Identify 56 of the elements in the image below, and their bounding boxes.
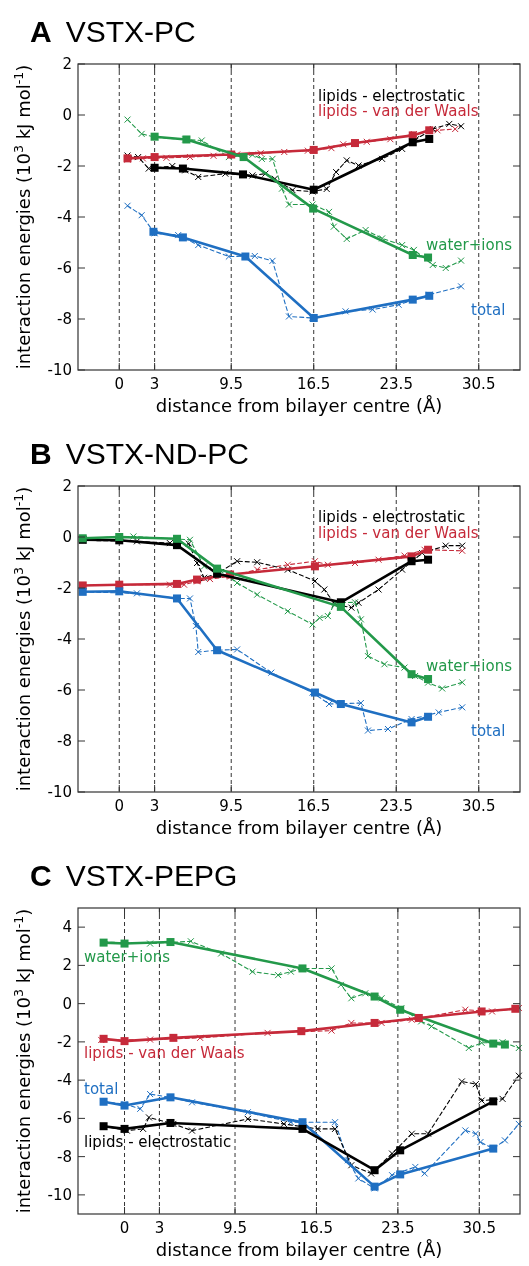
series-label: water+ions bbox=[426, 235, 513, 254]
y-tick-label: 2 bbox=[62, 55, 72, 73]
y-tick-label: -10 bbox=[47, 361, 72, 379]
y-tick-label: -4 bbox=[57, 1071, 72, 1090]
x-tick-label: 30.5 bbox=[462, 797, 496, 815]
x-tick-label: 0 bbox=[119, 1219, 130, 1237]
x-tick-label: 9.5 bbox=[219, 797, 244, 815]
series-label: lipids - van der Waals bbox=[84, 1043, 245, 1062]
y-tick-label: -10 bbox=[47, 1185, 72, 1204]
x-tick-label: 30.5 bbox=[462, 375, 496, 393]
y-tick-label: 2 bbox=[62, 477, 72, 495]
y-tick-label: -6 bbox=[57, 1109, 72, 1128]
x-tick-label: 9.5 bbox=[219, 375, 244, 393]
y-tick-label: -8 bbox=[57, 310, 72, 328]
x-axis-title: distance from bilayer centre (Å) bbox=[155, 1239, 443, 1260]
y-tick-label: 0 bbox=[62, 528, 72, 546]
x-tick-label: 0 bbox=[114, 375, 125, 393]
x-tick-label: 23.5 bbox=[379, 375, 413, 393]
text: total bbox=[471, 721, 506, 740]
x-tick-label: 16.5 bbox=[297, 797, 331, 815]
y-tick-label: -2 bbox=[57, 1032, 72, 1051]
x-tick-label: 16.5 bbox=[299, 1219, 334, 1237]
x-axis-title: distance from bilayer centre (Å) bbox=[155, 395, 443, 416]
y-tick-label: -8 bbox=[57, 732, 72, 750]
y-tick-label: -8 bbox=[57, 1147, 72, 1166]
y-tick-label: -4 bbox=[57, 208, 72, 226]
x-tick-label: 23.5 bbox=[379, 797, 413, 815]
series-label: total bbox=[84, 1079, 119, 1098]
y-tick-label: -2 bbox=[57, 157, 72, 175]
x-tick-label: 3 bbox=[154, 1219, 165, 1237]
chart-title: C VSTX-PEPG bbox=[30, 859, 238, 892]
x-tick-label: 3 bbox=[149, 375, 160, 393]
y-tick-label: -6 bbox=[57, 259, 72, 277]
y-tick-label: 0 bbox=[62, 994, 72, 1013]
x-tick-label: 3 bbox=[149, 797, 160, 815]
x-tick-label: 23.5 bbox=[381, 1219, 415, 1237]
series-label: water+ions bbox=[426, 657, 513, 676]
x-tick-label: 16.5 bbox=[297, 375, 331, 393]
y-tick-label: 2 bbox=[62, 956, 72, 975]
y-tick-label: -6 bbox=[57, 681, 72, 699]
text: lipids - electrostatic bbox=[318, 507, 466, 526]
x-tick-label: 9.5 bbox=[223, 1219, 247, 1237]
y-tick-label: -10 bbox=[47, 783, 72, 801]
text: lipids - electrostatic bbox=[318, 86, 466, 105]
chart-title: A VSTX-PC bbox=[30, 15, 196, 48]
series-label: lipids - electrostatic bbox=[84, 1133, 232, 1152]
chart-title: B VSTX-ND-PC bbox=[30, 437, 250, 470]
y-tick-label: -2 bbox=[57, 579, 72, 597]
y-tick-label: 4 bbox=[62, 918, 72, 937]
x-tick-label: 0 bbox=[114, 797, 125, 815]
series-label: water+ions bbox=[84, 947, 171, 966]
y-tick-label: 0 bbox=[62, 106, 72, 124]
y-tick-label: -4 bbox=[57, 630, 72, 648]
text: total bbox=[471, 300, 506, 319]
x-tick-label: 30.5 bbox=[462, 1219, 496, 1237]
x-axis-title: distance from bilayer centre (Å) bbox=[155, 817, 443, 838]
